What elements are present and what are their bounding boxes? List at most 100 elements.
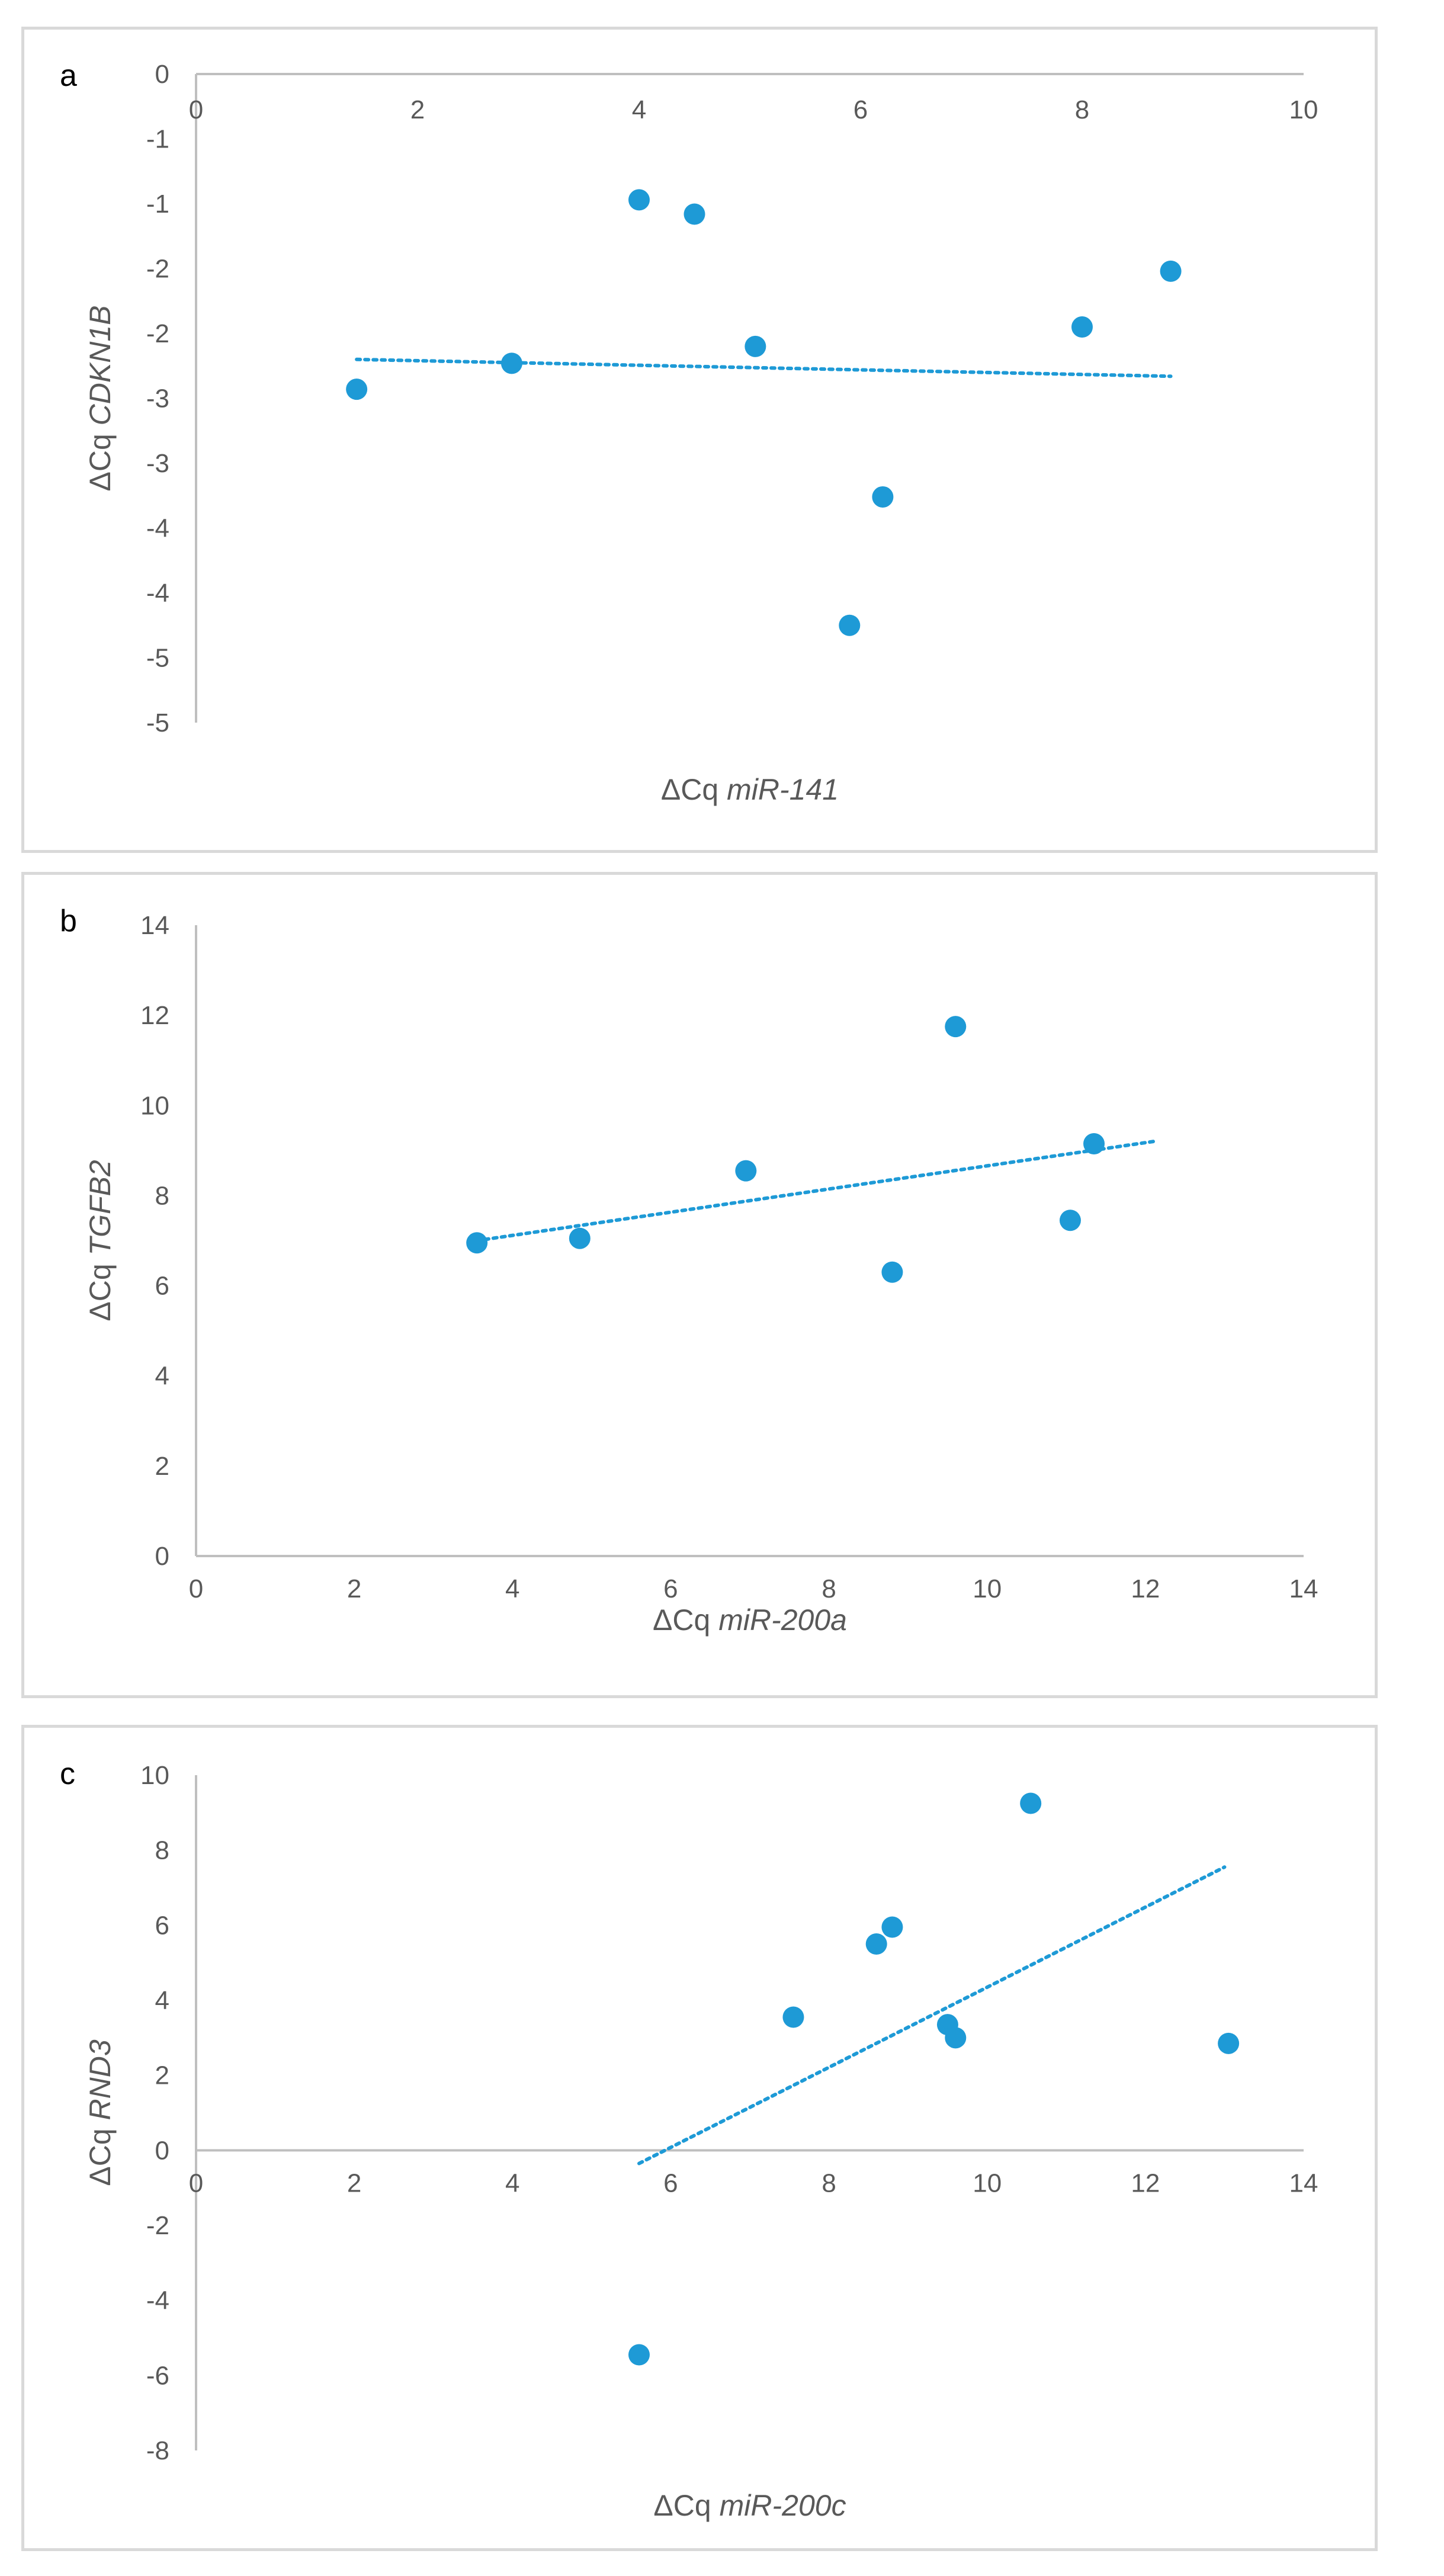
y-tick-label: 10 — [140, 1091, 169, 1120]
y-tick-label: 10 — [140, 1761, 169, 1790]
x-tick-label: 8 — [822, 1574, 836, 1603]
data-point — [1020, 1792, 1042, 1814]
y-axis-title: ΔCq RND3 — [84, 2039, 117, 2186]
x-tick-label: 12 — [1131, 1574, 1160, 1603]
x-tick-label: 2 — [347, 2168, 361, 2198]
data-point — [735, 1160, 757, 1182]
x-tick-label: 0 — [189, 95, 203, 124]
x-tick-label: 4 — [505, 2168, 519, 2198]
y-tick-label: 6 — [155, 1272, 169, 1301]
panel-b: b 0 2 4 6 8 10 12 14 0 2 4 6 8 10 12 14 ΔCq miR-200a ΔCq … — [21, 872, 1378, 1698]
y-axis-title-prefix: ΔCq — [84, 1255, 117, 1321]
x-tick-label: 12 — [1131, 2168, 1160, 2198]
y-tick-label: -4 — [146, 514, 169, 543]
y-axis-title-prefix: ΔCq — [84, 425, 117, 491]
x-axis-title-gene: miR-141 — [727, 773, 839, 806]
x-axis-title-prefix: ΔCq — [661, 773, 727, 806]
panel-label: a — [60, 59, 77, 93]
y-tick-label: -5 — [146, 644, 169, 673]
panel-label: b — [60, 904, 77, 938]
y-tick-label: 0 — [155, 60, 169, 89]
data-point — [881, 1261, 903, 1283]
y-tick-label: -1 — [146, 190, 169, 219]
data-point — [684, 203, 705, 225]
y-tick-label: -5 — [146, 708, 169, 737]
trendline — [637, 1865, 1227, 2166]
y-tick-label: 2 — [155, 1452, 169, 1481]
x-tick-label: 2 — [410, 95, 425, 124]
y-tick-label: 14 — [140, 911, 169, 940]
data-point — [1071, 316, 1093, 338]
x-axis-title: ΔCq miR-200a — [653, 1603, 847, 1637]
x-tick-label: 10 — [973, 1574, 1002, 1603]
y-tick-label: -8 — [146, 2436, 169, 2465]
data-point — [569, 1227, 591, 1249]
x-tick-label: 6 — [663, 1574, 678, 1603]
data-point — [881, 1916, 903, 1938]
data-point — [945, 2027, 967, 2049]
y-tick-label: -3 — [146, 449, 169, 478]
y-tick-label: 8 — [155, 1181, 169, 1210]
x-tick-label: 14 — [1289, 1574, 1318, 1603]
y-tick-label: 0 — [155, 1542, 169, 1571]
data-point — [1160, 260, 1182, 282]
data-point — [628, 189, 650, 211]
x-axis-title-gene: miR-200a — [718, 1603, 847, 1637]
x-axis-title: ΔCq miR-200c — [653, 2489, 846, 2522]
x-tick-label: 2 — [347, 1574, 361, 1603]
y-tick-label: 12 — [140, 1001, 169, 1030]
y-tick-label: 2 — [155, 2061, 169, 2090]
x-axis-title-gene: miR-200c — [720, 2489, 846, 2522]
y-tick-label: -4 — [146, 2286, 169, 2315]
x-tick-label: 0 — [189, 1574, 203, 1603]
y-tick-label: 6 — [155, 1911, 169, 1940]
data-point — [945, 1016, 967, 1038]
y-axis-title-prefix: ΔCq — [84, 2120, 117, 2186]
x-tick-label: 8 — [822, 2168, 836, 2198]
y-tick-label: -2 — [146, 255, 169, 284]
x-tick-label: 10 — [973, 2168, 1002, 2198]
x-tick-label: 6 — [853, 95, 868, 124]
y-tick-label: -2 — [146, 319, 169, 348]
panel-c: c -8 -6 -4 -2 0 2 4 6 8 10 0 2 4 6 8 10 12 14 ΔCq miR-200c… — [21, 1725, 1378, 2551]
y-axis-title-gene: CDKN1B — [84, 305, 117, 425]
panel-a: a 0 -1 -1 -2 -2 -3 -3 -4 -4 -5 -5 0 2 4 6 8 10 ΔCq miR-14… — [21, 27, 1378, 853]
data-point — [628, 2344, 650, 2366]
data-point — [782, 2006, 804, 2028]
y-tick-label: -2 — [146, 2211, 169, 2240]
x-tick-label: 4 — [632, 95, 646, 124]
x-tick-label: 14 — [1289, 2168, 1318, 2198]
y-axis-title-gene: RND3 — [84, 2039, 117, 2120]
y-axis-title: ΔCq CDKN1B — [84, 305, 117, 491]
y-tick-label: 0 — [155, 2136, 169, 2165]
x-axis-title: ΔCq miR-141 — [661, 773, 839, 806]
data-point — [839, 614, 861, 636]
trendline — [355, 357, 1173, 378]
x-tick-label: 6 — [663, 2168, 678, 2198]
data-point — [865, 1933, 887, 1955]
data-point — [872, 486, 894, 508]
y-tick-label: -6 — [146, 2361, 169, 2390]
y-tick-label: 8 — [155, 1836, 169, 1865]
y-tick-label: -4 — [146, 579, 169, 608]
data-point — [1083, 1133, 1105, 1154]
x-axis-title-prefix: ΔCq — [653, 1603, 718, 1637]
data-point — [500, 352, 522, 374]
trendline — [475, 1140, 1156, 1243]
x-tick-label: 8 — [1075, 95, 1089, 124]
panel-label: c — [60, 1757, 75, 1791]
x-tick-label: 0 — [189, 2168, 203, 2198]
data-point — [1218, 2032, 1240, 2054]
y-axis-title-gene: TGFB2 — [84, 1160, 117, 1255]
y-tick-label: 4 — [155, 1362, 169, 1391]
data-point — [745, 335, 766, 357]
y-tick-label: 4 — [155, 1986, 169, 2015]
y-axis-title: ΔCq TGFB2 — [84, 1160, 117, 1321]
y-tick-label: -3 — [146, 384, 169, 413]
data-point — [466, 1232, 488, 1254]
x-tick-label: 10 — [1289, 95, 1318, 124]
data-point — [346, 378, 368, 400]
